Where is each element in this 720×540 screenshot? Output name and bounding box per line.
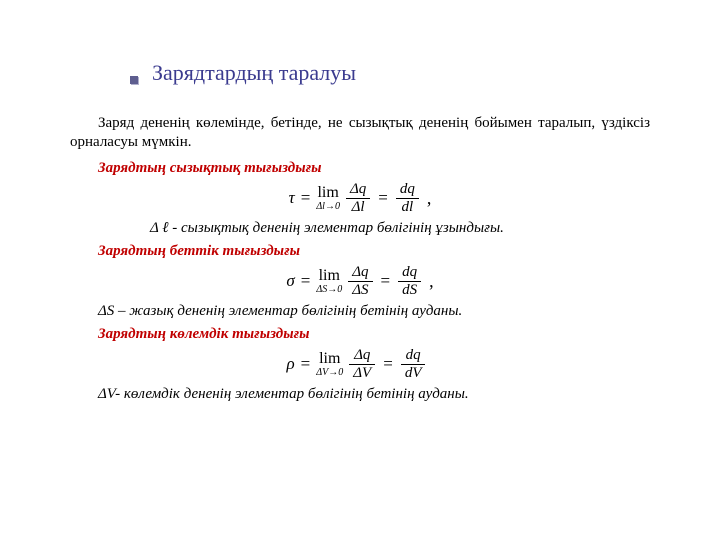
fraction-differential: dq dl	[394, 181, 421, 216]
trailing-comma: ,	[425, 188, 432, 209]
equals-sign: =	[379, 271, 393, 291]
equals-sign: =	[381, 354, 395, 374]
fraction-differential: dq dS	[396, 264, 423, 299]
equals-sign: =	[299, 271, 313, 291]
intro-paragraph: Заряд дененің көлемінде, бетінде, не сыз…	[70, 114, 650, 152]
limit-operator: lim Δl→0	[316, 185, 340, 212]
fraction-delta: Δq Δl	[344, 181, 372, 216]
caption-linear: Δ ℓ - сызықтық дененің элементар бөлігін…	[150, 220, 650, 237]
section-heading-volume: Зарядтың көлемдік тығыздығы	[98, 326, 650, 343]
trailing-comma: ,	[427, 271, 434, 292]
formula-linear: τ = lim Δl→0 Δq Δl = dq dl ,	[70, 181, 650, 216]
caption-surface: ΔS – жазық дененің элементар бөлігінің б…	[98, 303, 650, 320]
bullet-icon	[130, 76, 138, 84]
symbol-rho: ρ	[287, 354, 295, 374]
section-heading-surface: Зарядтың беттік тығыздығы	[98, 243, 650, 260]
equals-sign: =	[376, 188, 390, 208]
symbol-sigma: σ	[286, 271, 294, 291]
title-row: Зарядтардың таралуы	[130, 60, 650, 86]
formula-surface: σ = lim ΔS→0 Δq ΔS = dq dS ,	[70, 264, 650, 299]
equals-sign: =	[299, 188, 313, 208]
fraction-delta: Δq ΔS	[346, 264, 374, 299]
limit-operator: lim ΔS→0	[316, 268, 342, 295]
symbol-tau: τ	[289, 188, 295, 208]
formula-volume: ρ = lim ΔV→0 Δq ΔV = dq dV	[70, 347, 650, 382]
limit-operator: lim ΔV→0	[316, 351, 343, 378]
fraction-delta: Δq ΔV	[347, 347, 377, 382]
slide: Зарядтардың таралуы Заряд дененің көлемі…	[0, 0, 720, 540]
page-title: Зарядтардың таралуы	[152, 60, 356, 86]
section-heading-linear: Зарядтың сызықтық тығыздығы	[98, 160, 650, 177]
equals-sign: =	[299, 354, 313, 374]
caption-volume: ΔV- көлемдік дененің элементар бөлігінің…	[98, 386, 650, 403]
fraction-differential: dq dV	[399, 347, 428, 382]
